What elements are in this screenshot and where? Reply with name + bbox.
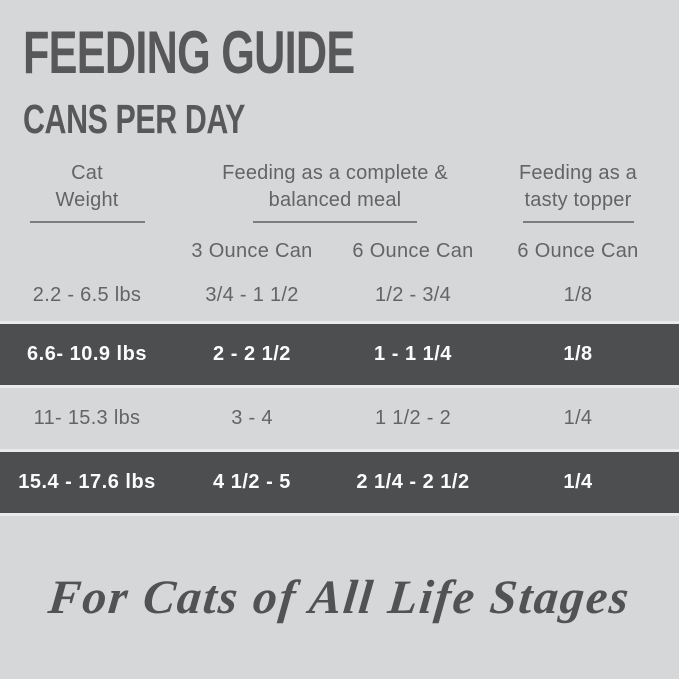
feeding-table: Cat Weight Feeding as a complete & balan… xyxy=(0,160,679,516)
can3-cell: 4 1/2 - 5 xyxy=(213,471,291,493)
can3-cell: 3 - 4 xyxy=(231,407,273,429)
weight-cell: 2.2 - 6.5 lbs xyxy=(32,284,142,306)
subheader-3-ounce-can: 3 Ounce Can xyxy=(191,239,313,262)
column-group-label-line1: Feeding as a complete & xyxy=(222,162,448,184)
column-group-label-line2: balanced meal xyxy=(268,189,402,211)
can6-cell: 1 - 1 1/4 xyxy=(374,343,452,365)
subheader-6-ounce-can-topper: 6 Ounce Can xyxy=(517,239,639,262)
column-group-label-line1: Feeding as a xyxy=(518,162,638,184)
tagline-all-life-stages: For Cats of All Life Stages xyxy=(45,571,634,624)
topper-cell: 1/4 xyxy=(563,407,593,429)
table-row: 11- 15.3 lbs 3 - 4 1 1/2 - 2 1/4 xyxy=(0,388,660,449)
column-group-complete-meal: Feeding as a complete & balanced meal xyxy=(174,160,496,232)
column-group-cat-weight: Cat Weight xyxy=(0,160,174,232)
subheader-spacer xyxy=(0,232,174,270)
can6-cell: 2 1/4 - 2 1/2 xyxy=(356,471,470,493)
page-subtitle: CANS PER DAY xyxy=(23,96,246,143)
weight-cell: 6.6- 10.9 lbs xyxy=(27,343,147,365)
topper-cell: 1/4 xyxy=(563,471,593,493)
subheader-6-ounce-can: 6 Ounce Can xyxy=(352,239,474,262)
header-underline xyxy=(522,221,634,223)
column-group-label-line1: Cat xyxy=(71,162,103,184)
can3-cell: 3/4 - 1 1/2 xyxy=(205,284,299,306)
column-group-label-line2: Weight xyxy=(55,189,119,211)
table-row: 15.4 - 17.6 lbs 4 1/2 - 5 2 1/4 - 2 1/2 … xyxy=(0,449,679,516)
column-group-tasty-topper: Feeding as a tasty topper xyxy=(496,160,660,232)
title-block: FEEDING GUIDE CANS PER DAY xyxy=(23,22,483,140)
page-title: FEEDING GUIDE xyxy=(23,19,355,86)
table-row: 2.2 - 6.5 lbs 3/4 - 1 1/2 1/2 - 3/4 1/8 xyxy=(0,270,660,321)
subheader-row: 3 Ounce Can 6 Ounce Can 6 Ounce Can xyxy=(0,232,660,270)
topper-cell: 1/8 xyxy=(563,284,593,306)
can6-cell: 1/2 - 3/4 xyxy=(374,284,452,306)
table-row: 6.6- 10.9 lbs 2 - 2 1/2 1 - 1 1/4 1/8 xyxy=(0,321,679,388)
weight-cell: 11- 15.3 lbs xyxy=(33,407,141,429)
weight-cell: 15.4 - 17.6 lbs xyxy=(18,471,156,493)
column-group-label-line2: tasty topper xyxy=(524,189,632,211)
topper-cell: 1/8 xyxy=(563,343,593,365)
can6-cell: 1 1/2 - 2 xyxy=(374,407,452,429)
can3-cell: 2 - 2 1/2 xyxy=(213,343,291,365)
column-group-header-row: Cat Weight Feeding as a complete & balan… xyxy=(0,160,660,232)
header-underline xyxy=(253,221,417,223)
header-underline xyxy=(29,221,145,223)
